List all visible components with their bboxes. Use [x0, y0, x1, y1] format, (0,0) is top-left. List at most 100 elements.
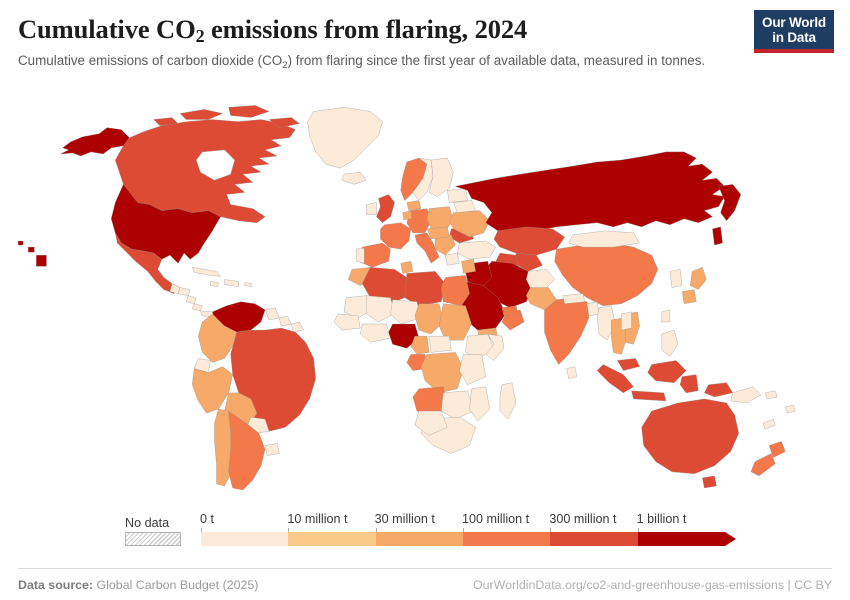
country-ukraine[interactable]: [449, 210, 490, 237]
country-syria[interactable]: [461, 258, 476, 274]
country-alaska[interactable]: [60, 127, 130, 156]
country-canada-arctic-1[interactable]: [179, 109, 223, 120]
country-canada-arctic-4[interactable]: [268, 117, 300, 128]
legend-bin-5[interactable]: 1 billion t: [637, 512, 736, 546]
country-honduras[interactable]: [177, 287, 191, 296]
country-laos-cambodia[interactable]: [621, 311, 632, 331]
country-greece[interactable]: [445, 252, 460, 266]
country-tunisia[interactable]: [400, 260, 414, 274]
country-new-zealand-north[interactable]: [768, 441, 786, 458]
country-cuba[interactable]: [192, 266, 221, 277]
country-iceland[interactable]: [341, 171, 367, 185]
country-hawaii-3[interactable]: [36, 254, 47, 267]
footer-attribution[interactable]: OurWorldinData.org/co2-and-greenhouse-ga…: [472, 577, 832, 592]
country-malaysia[interactable]: [617, 358, 640, 371]
country-canada-arctic-3[interactable]: [153, 117, 179, 126]
country-hawaii[interactable]: [17, 240, 24, 245]
country-solomon[interactable]: [764, 390, 778, 399]
country-argentina[interactable]: [228, 410, 266, 490]
country-belarus[interactable]: [453, 200, 476, 213]
country-papua-new-guinea[interactable]: [730, 386, 762, 403]
legend-bin-0[interactable]: 0 t: [200, 512, 289, 546]
country-finland[interactable]: [428, 157, 454, 197]
world-map[interactable]: [0, 71, 850, 510]
country-afghanistan[interactable]: [526, 268, 555, 290]
country-mauritania[interactable]: [343, 295, 373, 318]
country-suriname[interactable]: [279, 315, 292, 326]
country-ivory-coast-ghana[interactable]: [360, 323, 391, 343]
country-japan-2[interactable]: [681, 289, 697, 304]
country-netherlands[interactable]: [402, 210, 413, 220]
country-car[interactable]: [428, 335, 452, 353]
legend-bin-2[interactable]: 30 million t: [375, 512, 463, 546]
country-india[interactable]: [544, 297, 590, 365]
country-malaysia-borneo[interactable]: [647, 360, 687, 383]
country-canada-arctic-2[interactable]: [228, 104, 270, 118]
country-mozambique[interactable]: [469, 386, 490, 422]
country-libya[interactable]: [404, 270, 446, 306]
country-denmark[interactable]: [406, 200, 422, 211]
country-philippines[interactable]: [661, 329, 679, 357]
country-peru[interactable]: [192, 366, 233, 414]
country-indonesia-sulawesi[interactable]: [679, 374, 699, 393]
legend-no-data[interactable]: No data: [125, 516, 181, 546]
country-france[interactable]: [380, 222, 411, 250]
country-guyana[interactable]: [264, 307, 280, 320]
country-united-kingdom[interactable]: [376, 194, 395, 223]
country-mongolia[interactable]: [568, 230, 640, 248]
country-new-zealand-south[interactable]: [750, 453, 776, 476]
country-hawaii-2[interactable]: [28, 246, 35, 253]
country-austria-hungary[interactable]: [426, 226, 450, 239]
legend-bin-3[interactable]: 100 million t: [462, 512, 551, 546]
owid-logo[interactable]: Our World in Data: [754, 10, 834, 54]
country-congo-drc[interactable]: [420, 351, 464, 393]
country-tasmania[interactable]: [702, 475, 717, 488]
country-germany[interactable]: [406, 208, 432, 233]
legend-bin-4[interactable]: 300 million t: [549, 512, 638, 546]
country-zambia-zimbabwe[interactable]: [441, 390, 474, 420]
country-nigeria[interactable]: [388, 323, 420, 349]
country-australia[interactable]: [641, 398, 739, 474]
country-sudan[interactable]: [439, 303, 472, 341]
legend-bin-1[interactable]: 10 million t: [287, 512, 376, 546]
country-poland[interactable]: [426, 206, 454, 231]
country-niger[interactable]: [390, 299, 422, 324]
country-japan[interactable]: [690, 266, 707, 290]
country-nicaragua[interactable]: [185, 295, 197, 304]
world-map-svg[interactable]: [10, 73, 840, 510]
country-uae[interactable]: [501, 305, 519, 316]
country-jamaica[interactable]: [210, 281, 219, 287]
country-korea[interactable]: [669, 268, 683, 288]
country-greenland[interactable]: [307, 107, 383, 169]
country-nepal-bhutan[interactable]: [562, 293, 586, 304]
country-chad[interactable]: [414, 303, 444, 335]
country-senegal-guinea[interactable]: [333, 313, 361, 331]
country-namibia-botswana[interactable]: [414, 410, 448, 436]
country-uruguay[interactable]: [264, 443, 280, 456]
country-costa-rica[interactable]: [192, 303, 203, 311]
country-kazakhstan[interactable]: [493, 226, 565, 256]
country-mali[interactable]: [366, 295, 395, 322]
country-kenya-tanzania[interactable]: [459, 353, 486, 385]
country-taiwan[interactable]: [661, 309, 671, 322]
country-cameroon[interactable]: [410, 335, 430, 355]
legend-no-data-swatch[interactable]: [125, 532, 181, 546]
country-ireland[interactable]: [366, 202, 377, 215]
country-french-guiana[interactable]: [291, 321, 304, 333]
country-madagascar[interactable]: [499, 382, 517, 420]
country-baltics[interactable]: [447, 187, 468, 203]
country-sri-lanka[interactable]: [566, 366, 577, 379]
country-russia-kamchatka[interactable]: [718, 183, 741, 221]
country-haiti-dominican[interactable]: [224, 279, 239, 287]
country-turkey[interactable]: [457, 240, 497, 260]
country-russia[interactable]: [455, 151, 725, 233]
country-indonesia-papua[interactable]: [704, 382, 733, 397]
country-new-caledonia[interactable]: [762, 418, 776, 430]
country-italy[interactable]: [414, 232, 440, 264]
country-puerto-rico[interactable]: [244, 282, 253, 287]
country-bangladesh[interactable]: [586, 301, 600, 316]
country-russia-sakhalin[interactable]: [712, 226, 723, 245]
country-indonesia-java[interactable]: [631, 390, 667, 401]
country-myanmar[interactable]: [596, 305, 616, 341]
country-colombia[interactable]: [198, 313, 237, 363]
